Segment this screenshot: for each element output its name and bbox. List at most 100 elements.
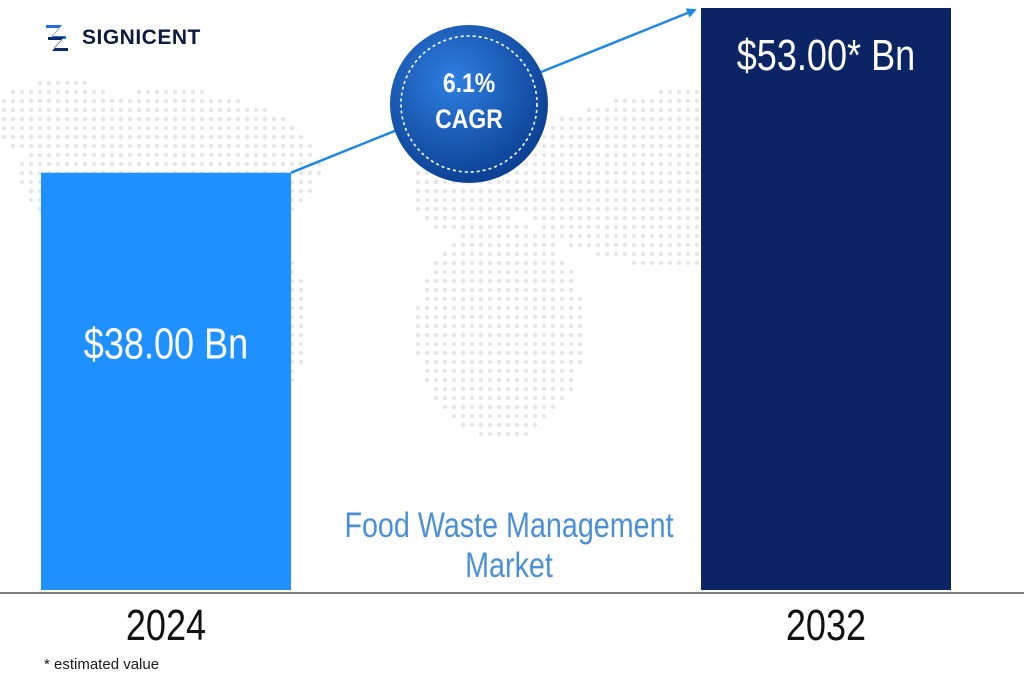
- map-dot: [37, 134, 43, 140]
- map-dot: [559, 278, 565, 284]
- map-dot: [199, 107, 205, 113]
- map-dot: [649, 251, 655, 257]
- map-dot: [127, 161, 133, 167]
- map-dot: [550, 278, 556, 284]
- map-dot: [217, 161, 223, 167]
- map-dot: [478, 287, 484, 293]
- map-dot: [280, 161, 286, 167]
- map-dot: [451, 332, 457, 338]
- map-dot: [289, 134, 295, 140]
- map-dot: [478, 215, 484, 221]
- map-dot: [19, 98, 25, 104]
- map-dot: [541, 143, 547, 149]
- map-dot: [532, 377, 538, 383]
- map-dot: [559, 116, 565, 122]
- map-dot: [685, 224, 691, 230]
- map-dot: [100, 161, 106, 167]
- map-dot: [505, 233, 511, 239]
- map-dot: [460, 377, 466, 383]
- map-dot: [496, 224, 502, 230]
- map-dot: [208, 98, 214, 104]
- map-dot: [460, 413, 466, 419]
- map-dot: [550, 260, 556, 266]
- map-dot: [541, 359, 547, 365]
- map-dot: [676, 134, 682, 140]
- map-dot: [658, 233, 664, 239]
- map-dot: [451, 305, 457, 311]
- map-dot: [415, 323, 421, 329]
- map-dot: [550, 341, 556, 347]
- map-dot: [262, 143, 268, 149]
- map-dot: [676, 206, 682, 212]
- map-dot: [451, 278, 457, 284]
- map-dot: [685, 143, 691, 149]
- map-dot: [676, 197, 682, 203]
- map-dot: [658, 143, 664, 149]
- cagr-badge: 6.1% CAGR: [390, 25, 548, 183]
- map-dot: [640, 215, 646, 221]
- map-dot: [523, 251, 529, 257]
- map-dot: [541, 224, 547, 230]
- map-dot: [433, 386, 439, 392]
- map-dot: [505, 368, 511, 374]
- map-dot: [685, 116, 691, 122]
- map-dot: [100, 116, 106, 122]
- map-dot: [676, 143, 682, 149]
- map-dot: [514, 233, 520, 239]
- map-dot: [541, 215, 547, 221]
- map-dot: [433, 323, 439, 329]
- map-dot: [586, 188, 592, 194]
- map-dot: [514, 224, 520, 230]
- map-dot: [172, 125, 178, 131]
- chart-title-line-2: Market: [465, 545, 553, 584]
- map-dot: [586, 179, 592, 185]
- map-dot: [451, 314, 457, 320]
- map-dot: [217, 134, 223, 140]
- map-dot: [694, 242, 700, 248]
- map-dot: [442, 179, 448, 185]
- map-dot: [469, 377, 475, 383]
- map-dot: [577, 143, 583, 149]
- map-dot: [550, 332, 556, 338]
- map-dot: [595, 206, 601, 212]
- map-dot: [658, 251, 664, 257]
- map-dot: [541, 188, 547, 194]
- map-dot: [532, 152, 538, 158]
- map-dot: [28, 107, 34, 113]
- map-dot: [136, 134, 142, 140]
- map-dot: [667, 242, 673, 248]
- map-dot: [46, 152, 52, 158]
- map-dot: [460, 242, 466, 248]
- map-dot: [613, 107, 619, 113]
- map-dot: [181, 98, 187, 104]
- map-dot: [640, 116, 646, 122]
- map-dot: [172, 152, 178, 158]
- map-dot: [451, 404, 457, 410]
- map-dot: [298, 179, 304, 185]
- map-dot: [649, 98, 655, 104]
- map-dot: [586, 107, 592, 113]
- map-dot: [82, 125, 88, 131]
- map-dot: [442, 287, 448, 293]
- map-dot: [523, 188, 529, 194]
- map-dot: [694, 260, 700, 266]
- map-dot: [577, 188, 583, 194]
- map-dot: [640, 170, 646, 176]
- map-dot: [514, 422, 520, 428]
- map-dot: [694, 170, 700, 176]
- map-dot: [550, 386, 556, 392]
- map-dot: [577, 161, 583, 167]
- map-dot: [631, 125, 637, 131]
- map-dot: [667, 89, 673, 95]
- map-dot: [451, 296, 457, 302]
- map-dot: [676, 179, 682, 185]
- map-dot: [568, 359, 574, 365]
- map-dot: [478, 359, 484, 365]
- map-dot: [559, 134, 565, 140]
- map-dot: [532, 251, 538, 257]
- map-dot: [298, 332, 304, 338]
- map-dot: [631, 224, 637, 230]
- map-dot: [505, 413, 511, 419]
- map-dot: [523, 359, 529, 365]
- map-dot: [199, 98, 205, 104]
